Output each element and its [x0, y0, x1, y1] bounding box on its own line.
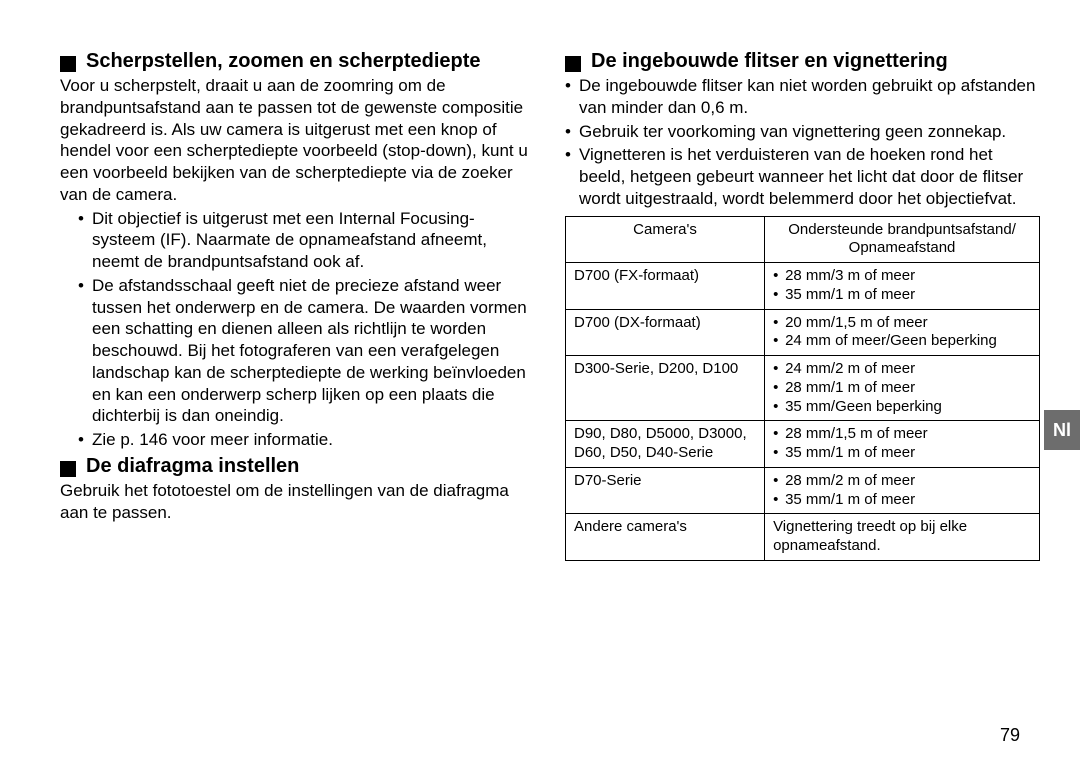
cell-list-item: 35 mm/1 m of meer [773, 286, 1031, 305]
heading-aperture: De diafragma instellen [60, 455, 535, 478]
cell-list: 28 mm/2 m of meer35 mm/1 m of meer [773, 472, 1031, 510]
left-column: Scherpstellen, zoomen en scherptediepte … [60, 50, 535, 565]
section-aperture: De diafragma instellen Gebruik het fotot… [60, 455, 535, 524]
table-cell-camera: D300-Serie, D200, D100 [566, 356, 765, 421]
cell-list-item: 28 mm/1 m of meer [773, 379, 1031, 398]
table-cell-distance: 28 mm/3 m of meer35 mm/1 m of meer [765, 263, 1040, 310]
table-header-distance-line1: Ondersteunde brandpuntsafstand/ [788, 221, 1016, 238]
square-bullet-icon [60, 56, 76, 72]
table-cell-distance: 28 mm/2 m of meer35 mm/1 m of meer [765, 467, 1040, 514]
heading-focus-title: Scherpstellen, zoomen en scherptediepte [86, 50, 481, 73]
cell-list-item: 35 mm/1 m of meer [773, 444, 1031, 463]
table-header-cameras: Camera's [566, 216, 765, 263]
table-cell-camera: Andere camera's [566, 514, 765, 561]
cell-list: 28 mm/3 m of meer35 mm/1 m of meer [773, 267, 1031, 305]
heading-focus: Scherpstellen, zoomen en scherptediepte [60, 50, 535, 73]
table-header-distance: Ondersteunde brandpuntsafstand/Opnameafs… [765, 216, 1040, 263]
cell-list-item: 24 mm of meer/Geen beperking [773, 332, 1031, 351]
list-item: De ingebouwde flitser kan niet worden ge… [565, 75, 1040, 119]
table-cell-camera: D700 (FX-formaat) [566, 263, 765, 310]
square-bullet-icon [565, 56, 581, 72]
heading-flash-title: De ingebouwde flitser en vignettering [591, 50, 948, 73]
cell-list: 24 mm/2 m of meer28 mm/1 m of meer35 mm/… [773, 360, 1031, 416]
right-column: De ingebouwde flitser en vignettering De… [565, 50, 1040, 565]
list-item: Dit objectief is uitgerust met een Inter… [78, 208, 535, 273]
cell-list-item: 35 mm/Geen beperking [773, 398, 1031, 417]
table-header-row: Camera's Ondersteunde brandpuntsafstand/… [566, 216, 1040, 263]
cell-list: 20 mm/1,5 m of meer24 mm of meer/Geen be… [773, 314, 1031, 352]
list-item: Gebruik ter voorkoming van vignettering … [565, 121, 1040, 143]
cell-list-item: 28 mm/1,5 m of meer [773, 425, 1031, 444]
table-row: D90, D80, D5000, D3000, D60, D50, D40-Se… [566, 421, 1040, 468]
cell-list-item: 35 mm/1 m of meer [773, 491, 1031, 510]
cell-list: 28 mm/1,5 m of meer35 mm/1 m of meer [773, 425, 1031, 463]
page-number: 79 [1000, 725, 1020, 746]
table-cell-distance: 24 mm/2 m of meer28 mm/1 m of meer35 mm/… [765, 356, 1040, 421]
list-item: Zie p. 146 voor meer informatie. [78, 429, 535, 451]
table-row: D70-Serie28 mm/2 m of meer35 mm/1 m of m… [566, 467, 1040, 514]
table-cell-distance: Vignettering treedt op bij elke opnameaf… [765, 514, 1040, 561]
section-flash: De ingebouwde flitser en vignettering De… [565, 50, 1040, 561]
square-bullet-icon [60, 461, 76, 477]
flash-bullets: De ingebouwde flitser kan niet worden ge… [565, 75, 1040, 210]
section-focus: Scherpstellen, zoomen en scherptediepte … [60, 50, 535, 451]
table-row: D300-Serie, D200, D10024 mm/2 m of meer2… [566, 356, 1040, 421]
table-cell-distance: 20 mm/1,5 m of meer24 mm of meer/Geen be… [765, 309, 1040, 356]
focus-bullets: Dit objectief is uitgerust met een Inter… [78, 208, 535, 451]
heading-aperture-title: De diafragma instellen [86, 455, 299, 478]
table-row: D700 (DX-formaat)20 mm/1,5 m of meer24 m… [566, 309, 1040, 356]
table-body: D700 (FX-formaat)28 mm/3 m of meer35 mm/… [566, 263, 1040, 561]
list-item: Vignetteren is het verduisteren van de h… [565, 144, 1040, 209]
focus-body: Voor u scherpstelt, draait u aan de zoom… [60, 75, 535, 206]
cell-list-item: 20 mm/1,5 m of meer [773, 314, 1031, 333]
table-cell-camera: D90, D80, D5000, D3000, D60, D50, D40-Se… [566, 421, 765, 468]
table-cell-camera: D70-Serie [566, 467, 765, 514]
language-tab: Nl [1044, 410, 1080, 450]
table-row: D700 (FX-formaat)28 mm/3 m of meer35 mm/… [566, 263, 1040, 310]
table-cell-camera: D700 (DX-formaat) [566, 309, 765, 356]
cell-list-item: 28 mm/3 m of meer [773, 267, 1031, 286]
table-header-distance-line2: Opnameafstand [849, 239, 956, 256]
flash-table: Camera's Ondersteunde brandpuntsafstand/… [565, 216, 1040, 561]
columns: Scherpstellen, zoomen en scherptediepte … [60, 50, 1040, 565]
cell-list-item: 28 mm/2 m of meer [773, 472, 1031, 491]
table-cell-distance: 28 mm/1,5 m of meer35 mm/1 m of meer [765, 421, 1040, 468]
aperture-body: Gebruik het fototoestel om de instelling… [60, 480, 535, 524]
list-item: De afstandsschaal geeft niet de precieze… [78, 275, 535, 427]
table-row: Andere camera'sVignettering treedt op bi… [566, 514, 1040, 561]
cell-list-item: 24 mm/2 m of meer [773, 360, 1031, 379]
language-tab-label: Nl [1053, 420, 1071, 441]
manual-page: Scherpstellen, zoomen en scherptediepte … [0, 0, 1080, 766]
heading-flash: De ingebouwde flitser en vignettering [565, 50, 1040, 73]
